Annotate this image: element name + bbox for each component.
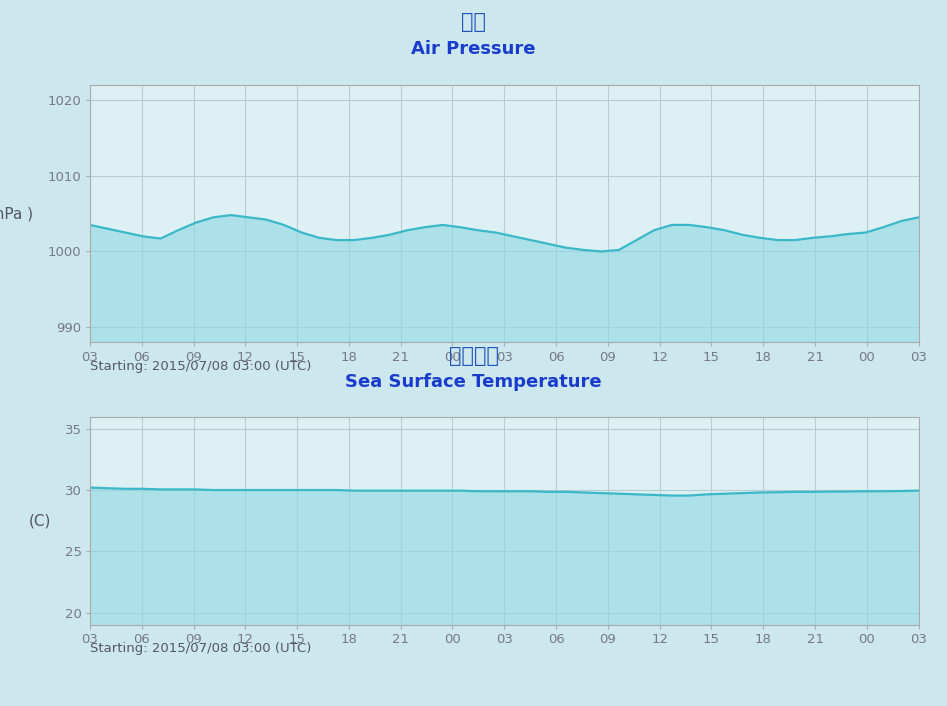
Y-axis label: (C): (C)	[28, 513, 51, 528]
Text: Starting: 2015/07/08 03:00 (UTC): Starting: 2015/07/08 03:00 (UTC)	[90, 360, 312, 373]
Text: 氣壓: 氣壓	[461, 12, 486, 32]
Text: 海水溫度: 海水溫度	[449, 346, 498, 366]
Y-axis label: ( hPa ): ( hPa )	[0, 206, 33, 221]
Text: Sea Surface Temperature: Sea Surface Temperature	[346, 373, 601, 391]
Text: Air Pressure: Air Pressure	[411, 40, 536, 58]
Text: Starting: 2015/07/08 03:00 (UTC): Starting: 2015/07/08 03:00 (UTC)	[90, 642, 312, 655]
